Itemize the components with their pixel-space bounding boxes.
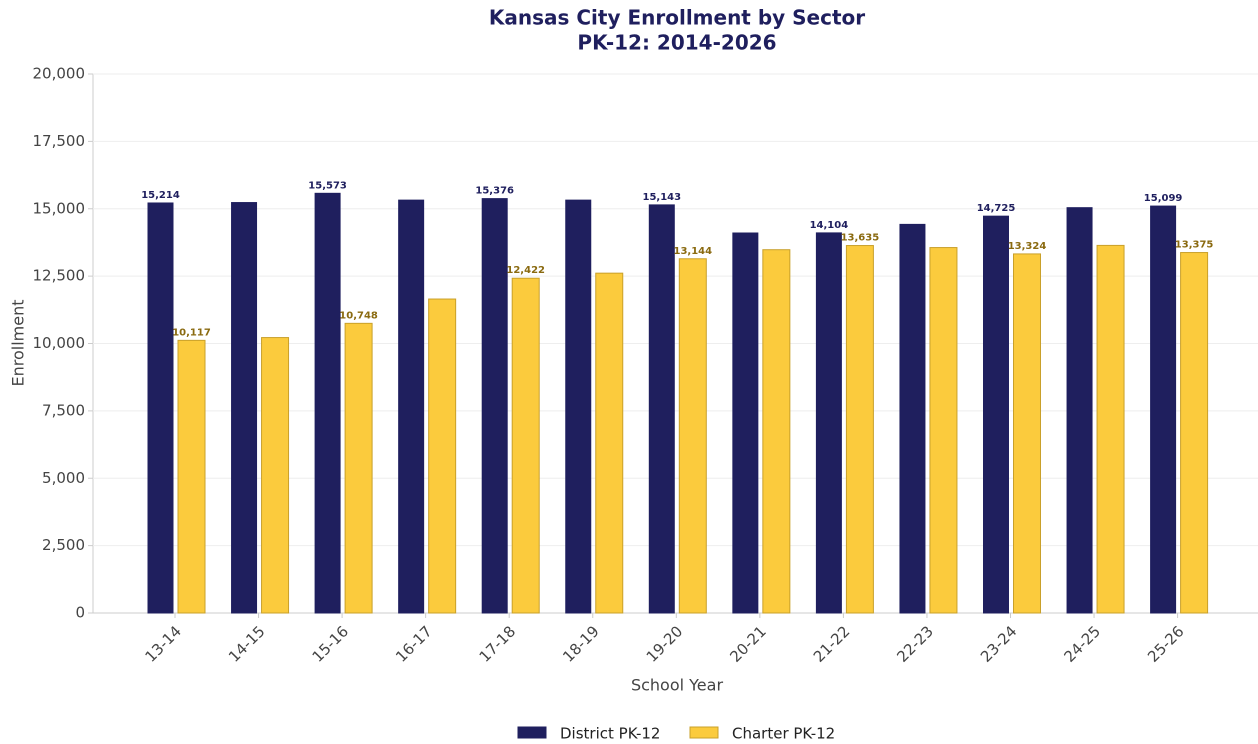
bar [398,199,425,614]
value-label: 15,214 [141,190,180,201]
value-label: 15,099 [1144,193,1183,204]
y-tick-label: 10,000 [33,334,86,352]
bar [1066,207,1093,614]
y-tick-label: 2,500 [42,536,85,554]
bar [1150,205,1177,614]
value-label: 15,143 [643,192,682,203]
x-tick-label: 20-21 [726,622,770,666]
x-tick-label: 25-26 [1144,622,1188,666]
bar [815,232,842,614]
bar [762,249,791,614]
legend-label: District PK-12 [560,725,660,743]
value-label: 13,324 [1008,241,1047,252]
x-tick-label: 15-16 [309,622,353,666]
bar [565,199,592,614]
bar [845,245,874,614]
bar [177,339,206,614]
y-tick-label: 20,000 [33,65,86,83]
y-tick-label: 15,000 [33,199,86,217]
value-label: 10,748 [339,310,378,321]
x-tick-label: 19-20 [643,622,687,666]
bar [231,202,258,614]
bar [428,298,457,614]
value-label: 13,375 [1175,240,1214,251]
bar [1180,252,1209,614]
bar [344,322,373,614]
value-label: 14,104 [810,220,849,231]
x-axis-title: School Year [631,676,724,695]
bar [899,223,926,614]
bar [1096,244,1125,614]
value-label: 14,725 [977,203,1016,214]
bar [261,337,290,614]
bar [147,202,174,614]
legend-swatch [689,726,719,739]
bar [481,198,508,614]
legend-label: Charter PK-12 [732,725,835,743]
value-label: 13,635 [841,233,880,244]
bar [678,258,707,614]
bar [511,277,540,614]
bar [648,204,675,614]
y-tick-label: 7,500 [42,401,85,419]
x-tick-label: 24-25 [1061,622,1105,666]
bar [314,192,341,614]
chart-title: Kansas City Enrollment by Sector [489,6,865,30]
bar [929,247,958,614]
bar [595,272,624,614]
x-tick-label: 16-17 [392,622,436,666]
value-label: 15,573 [308,180,347,191]
x-tick-label: 18-19 [559,622,603,666]
y-tick-label: 0 [75,604,85,622]
x-tick-label: 13-14 [141,622,185,666]
x-tick-label: 22-23 [893,622,937,666]
value-label: 12,422 [506,265,545,276]
value-label: 13,144 [674,246,713,257]
y-tick-label: 12,500 [33,267,86,285]
x-tick-label: 17-18 [476,622,520,666]
bar [732,232,759,614]
value-label: 15,376 [475,186,514,197]
y-tick-label: 5,000 [42,469,85,487]
x-tick-label: 21-22 [810,622,854,666]
bar [983,215,1009,614]
y-axis-title: Enrollment [9,300,28,387]
value-label: 10,117 [172,327,211,338]
x-tick-label: 14-15 [225,622,269,666]
legend-swatch [517,726,547,739]
y-tick-label: 17,500 [33,132,86,150]
chart-subtitle: PK-12: 2014-2026 [577,31,776,55]
bar [1013,253,1041,614]
x-tick-label: 23-24 [977,622,1021,666]
